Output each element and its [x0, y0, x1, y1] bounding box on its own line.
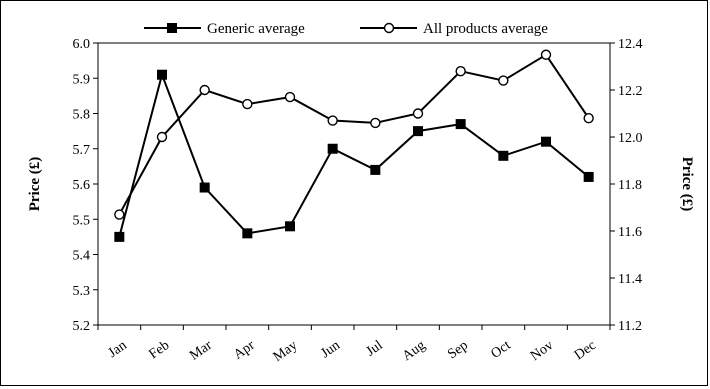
- x-tick-label: Apr: [231, 338, 258, 363]
- data-point-generic-average: [242, 228, 253, 239]
- series-line-all-products-average: [118, 53, 590, 215]
- data-point-all-products-average: [284, 91, 296, 103]
- data-point-all-products-average: [370, 117, 381, 129]
- right-tick-label: 12.0: [618, 131, 643, 146]
- left-axis: 5.2 5.3 5.4 5.5 5.6 5.7 5.8 5.9 6.0: [73, 37, 98, 334]
- right-tick-label: 12.4: [618, 37, 643, 52]
- right-tick-label: 11.6: [618, 225, 642, 240]
- data-point-generic-average: [370, 164, 381, 175]
- data-point-generic-average: [285, 221, 295, 232]
- x-tick-label: Dec: [572, 338, 599, 363]
- x-tick-label: Nov: [528, 338, 556, 364]
- data-point-generic-average: [327, 143, 338, 154]
- data-point-all-products-average: [412, 108, 424, 119]
- right-tick-label: 12.2: [618, 84, 643, 99]
- data-point-generic-average: [498, 150, 509, 161]
- data-point-all-products-average: [327, 115, 338, 126]
- right-axis-label: Price (£): [679, 157, 695, 212]
- data-point-generic-average: [114, 231, 125, 242]
- legend: Generic average All products average: [144, 21, 548, 37]
- legend-label-all-products: All products average: [423, 21, 548, 37]
- left-tick-label: 5.9: [73, 72, 91, 87]
- right-tick-label: 11.2: [618, 319, 642, 334]
- right-tick-label: 11.4: [618, 272, 642, 287]
- data-point-all-products-average: [199, 84, 210, 96]
- data-point-generic-average: [455, 119, 466, 130]
- data-point-all-products-average: [242, 98, 253, 110]
- x-tick-label: Jan: [106, 338, 130, 361]
- left-tick-label: 6.0: [73, 37, 91, 52]
- data-point-generic-average: [199, 182, 210, 193]
- data-point-all-products-average: [498, 75, 509, 86]
- data-point-all-products-average: [114, 209, 125, 220]
- plot-area: [97, 42, 611, 326]
- data-point-all-products-average: [156, 131, 168, 143]
- left-tick-label: 5.3: [73, 284, 91, 299]
- x-tick-label: Feb: [146, 338, 172, 362]
- left-tick-label: 5.5: [73, 213, 91, 228]
- left-tick-label: 5.2: [73, 319, 91, 334]
- left-tick-label: 5.8: [73, 108, 91, 123]
- x-tick-label: Mar: [187, 338, 215, 364]
- left-tick-label: 5.6: [73, 178, 91, 193]
- data-point-generic-average: [541, 136, 551, 147]
- data-point-all-products-average: [540, 49, 552, 60]
- data-point-all-products-average: [583, 112, 594, 124]
- right-axis: 11.2 11.4 11.6 11.8 12.0 12.2 12.4: [610, 37, 643, 334]
- data-point-generic-average: [583, 171, 594, 182]
- left-tick-label: 5.4: [73, 249, 91, 264]
- series-layer: [114, 49, 594, 242]
- x-tick-label: Jun: [318, 338, 343, 361]
- legend-marker-generic: [167, 23, 177, 33]
- left-axis-label: Price (£): [27, 157, 43, 212]
- data-point-generic-average: [157, 69, 167, 80]
- data-point-all-products-average: [455, 65, 466, 77]
- x-tick-label: Aug: [400, 338, 428, 364]
- x-axis: Jan Feb Mar Apr May Jun Jul Aug Sep Oct Nov Dec: [97, 325, 611, 365]
- x-tick-label: Oct: [488, 338, 513, 362]
- series-line-generic-average: [118, 71, 590, 238]
- right-tick-label: 11.8: [618, 178, 642, 193]
- x-tick-label: May: [271, 338, 301, 365]
- legend-label-generic: Generic average: [207, 21, 305, 37]
- data-point-generic-average: [413, 126, 423, 137]
- left-tick-label: 5.7: [73, 143, 91, 158]
- legend-marker-all-products: [383, 22, 395, 34]
- x-tick-label: Sep: [445, 338, 471, 362]
- x-tick-label: Jul: [364, 338, 386, 360]
